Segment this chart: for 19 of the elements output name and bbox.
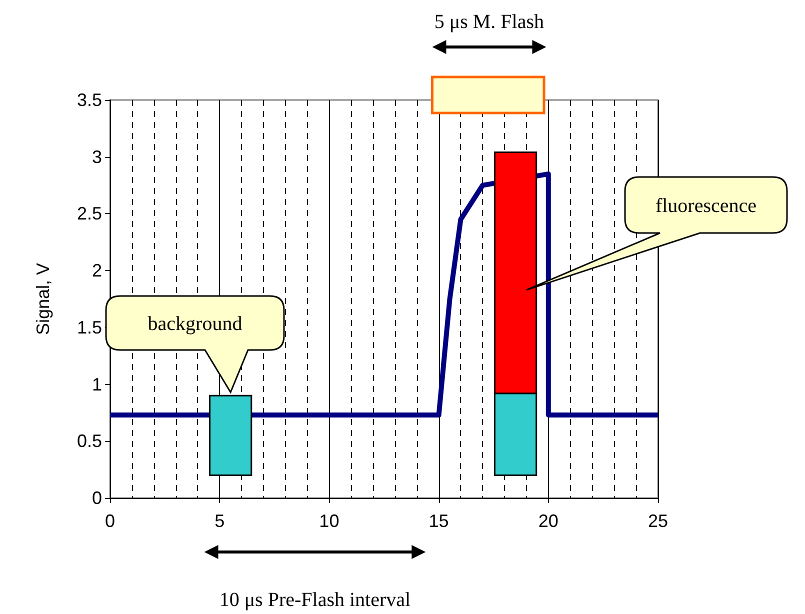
y-tick-label: 1 bbox=[92, 374, 102, 394]
x-tick-label: 5 bbox=[214, 511, 225, 531]
y-tick-label: 2.5 bbox=[76, 204, 102, 224]
y-tick-label: 0.5 bbox=[76, 431, 102, 452]
text: 10 μs Pre-Flash interval bbox=[219, 589, 412, 611]
x-tick-label: 15 bbox=[428, 511, 449, 531]
y-tick-label: 3 bbox=[92, 146, 102, 167]
y-tick-label: 2 bbox=[92, 260, 102, 281]
y-axis-title: Signal, V bbox=[33, 262, 53, 336]
annotation: background bbox=[148, 313, 242, 335]
x-tick-label: 10 bbox=[319, 511, 340, 531]
x-tick-label: 25 bbox=[648, 511, 668, 531]
x-tick-label: 20 bbox=[538, 511, 558, 531]
x-tick-label: 0 bbox=[104, 511, 116, 531]
y-tick-label: 0 bbox=[92, 488, 102, 508]
annotation: fluorescence bbox=[655, 195, 757, 217]
y-tick-label: 3.5 bbox=[76, 90, 102, 110]
y-tick-label: 1.5 bbox=[76, 317, 102, 338]
text: 5 μs M. Flash bbox=[434, 11, 544, 33]
